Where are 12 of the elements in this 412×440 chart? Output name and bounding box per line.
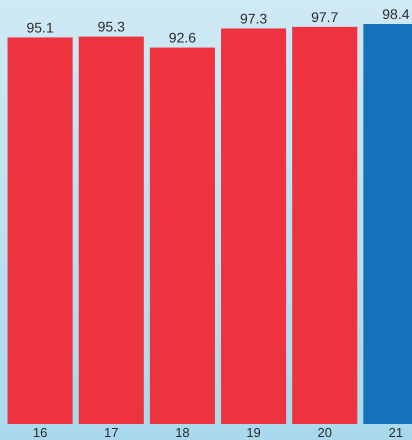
x-tick-label: 20	[318, 425, 332, 440]
data-label: 92.6	[168, 30, 196, 46]
data-label: 97.7	[311, 8, 339, 25]
data-label: 95.1	[26, 19, 54, 36]
x-tick-label: 19	[246, 425, 261, 440]
x-tick-label: 18	[175, 425, 190, 440]
data-label: 98.4	[382, 6, 410, 22]
x-tick-label: 17	[104, 425, 118, 440]
data-label: 97.3	[240, 10, 268, 26]
data-label: 95.3	[98, 18, 126, 35]
x-tick-label: 16	[32, 425, 48, 440]
x-tick-label: 21	[388, 425, 404, 440]
